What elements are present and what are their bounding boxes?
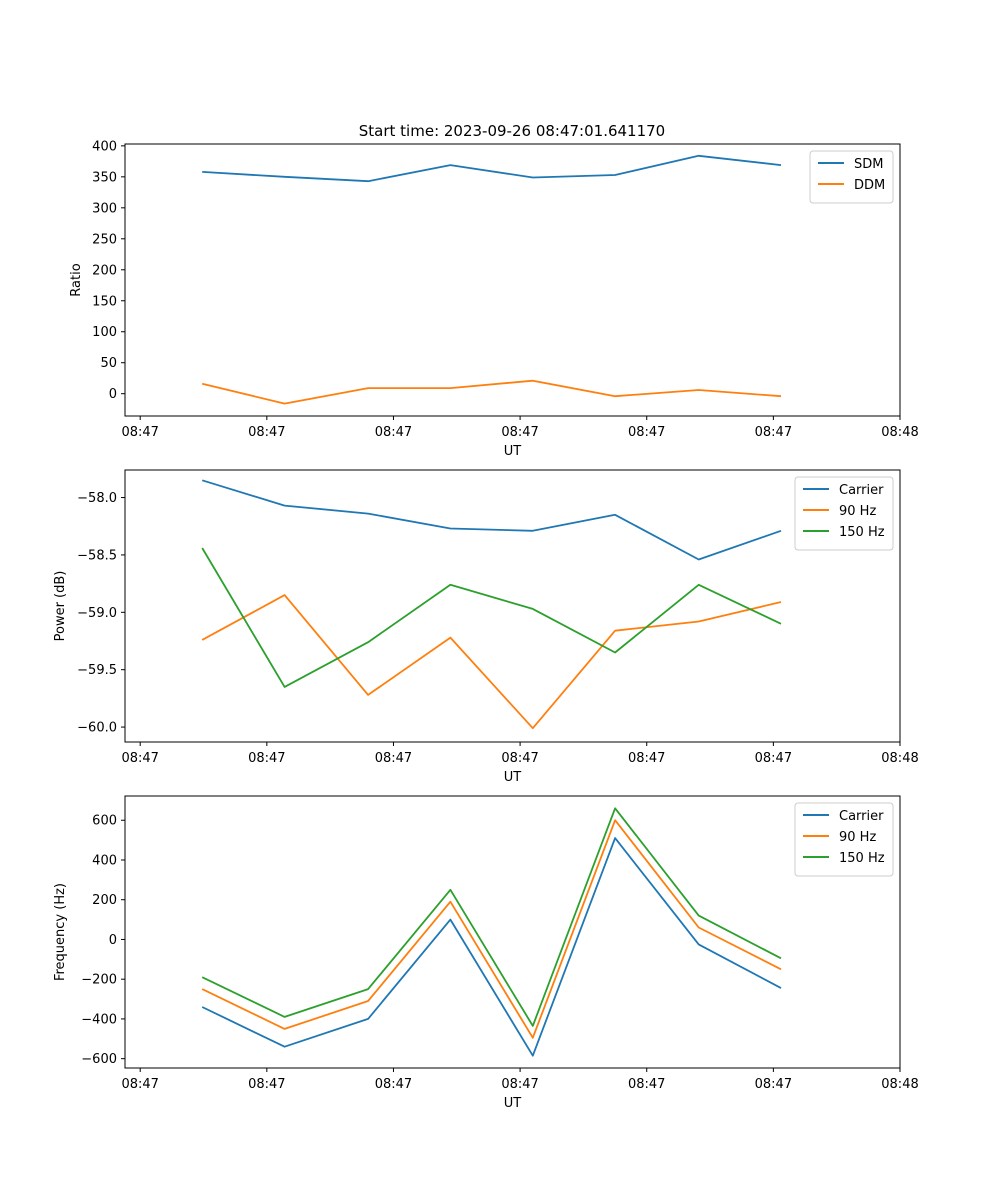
x-tick-label: 08:48 xyxy=(881,1077,918,1092)
legend: SDM DDM xyxy=(809,150,894,204)
y-tick-label: 600 xyxy=(92,814,117,829)
y-tick-label: 200 xyxy=(92,893,117,908)
subplot-3: 08:47 08:47 08:47 08:47 08:47 08:47 08:48 −600 −… xyxy=(53,795,919,1111)
y-tick-label: 150 xyxy=(92,294,117,309)
legend-label: Carrier xyxy=(839,809,884,824)
series-line-90-hz xyxy=(201,819,782,1039)
plots-container: 08:47 08:47 08:47 08:47 08:47 08:47 08:48 0 50 10… xyxy=(53,139,919,1111)
x-tick-label: 08:47 xyxy=(121,1077,158,1092)
legend-label: DDM xyxy=(854,178,885,193)
axes-frame xyxy=(124,795,901,1069)
x-tick-label: 08:47 xyxy=(248,751,285,766)
legend: Carrier 90 Hz 150 Hz xyxy=(794,802,894,877)
x-tick-label: 08:47 xyxy=(375,425,412,440)
x-axis-label: UT xyxy=(504,770,522,785)
x-tick-label: 08:47 xyxy=(755,751,792,766)
axes-frame xyxy=(124,469,901,743)
x-tick-label: 08:47 xyxy=(628,751,665,766)
y-axis-label: Frequency (Hz) xyxy=(53,883,68,981)
series-line-carrier xyxy=(201,479,782,561)
y-tick-label: 250 xyxy=(92,232,117,247)
y-tick-label: −400 xyxy=(81,1012,117,1027)
y-axis-label: Ratio xyxy=(69,263,84,296)
x-tick-label: 08:47 xyxy=(501,425,538,440)
legend: Carrier 90 Hz 150 Hz xyxy=(794,476,894,551)
y-tick-label: 0 xyxy=(109,387,117,402)
y-tick-label: 100 xyxy=(92,325,117,340)
x-tick-label: 08:47 xyxy=(755,425,792,440)
x-axis-label: UT xyxy=(504,1096,522,1111)
x-tick-label: 08:47 xyxy=(501,751,538,766)
y-tick-label: 400 xyxy=(92,853,117,868)
x-tick-label: 08:47 xyxy=(375,1077,412,1092)
x-tick-label: 08:47 xyxy=(375,751,412,766)
x-tick-label: 08:47 xyxy=(121,751,158,766)
x-tick-label: 08:47 xyxy=(248,425,285,440)
y-tick-label: −58.5 xyxy=(77,548,117,563)
y-tick-label: 400 xyxy=(92,139,117,154)
axes-frame xyxy=(124,143,901,417)
legend-label: 90 Hz xyxy=(839,830,876,845)
y-tick-label: −600 xyxy=(81,1052,117,1067)
legend-label: SDM xyxy=(854,157,883,172)
y-tick-label: 0 xyxy=(109,933,117,948)
x-tick-label: 08:48 xyxy=(881,425,918,440)
series-line-150-hz xyxy=(201,547,782,688)
x-tick-label: 08:47 xyxy=(248,1077,285,1092)
x-axis-label: UT xyxy=(504,444,522,459)
y-tick-label: 200 xyxy=(92,263,117,278)
x-tick-label: 08:47 xyxy=(628,1077,665,1092)
series-line-sdm xyxy=(202,154,782,183)
legend-label: 150 Hz xyxy=(839,525,885,540)
x-tick-label: 08:47 xyxy=(501,1077,538,1092)
series-line-ddm xyxy=(201,379,782,405)
series-line-carrier xyxy=(201,837,782,1057)
x-tick-label: 08:48 xyxy=(881,751,918,766)
figure-title: Start time: 2023-09-26 08:47:01.641170 xyxy=(359,122,665,140)
y-tick-label: 50 xyxy=(100,356,117,371)
y-tick-label: −59.5 xyxy=(77,663,117,678)
y-tick-label: −58.0 xyxy=(77,491,117,506)
subplot-2: 08:47 08:47 08:47 08:47 08:47 08:47 08:48 −60.0… xyxy=(53,469,919,785)
y-tick-label: 350 xyxy=(92,170,117,185)
legend-label: Carrier xyxy=(839,483,884,498)
subplot-1: 08:47 08:47 08:47 08:47 08:47 08:47 08:48 0 50 10… xyxy=(69,139,919,459)
y-tick-label: −200 xyxy=(81,973,117,988)
legend-label: 150 Hz xyxy=(839,851,885,866)
series-line-90-hz xyxy=(201,594,782,730)
y-axis-label: Power (dB) xyxy=(53,571,68,642)
x-tick-label: 08:47 xyxy=(628,425,665,440)
y-tick-label: −60.0 xyxy=(77,721,117,736)
x-tick-label: 08:47 xyxy=(121,425,158,440)
series-line-150-hz xyxy=(201,807,782,1027)
y-tick-label: −59.0 xyxy=(77,606,117,621)
x-tick-label: 08:47 xyxy=(755,1077,792,1092)
legend-label: 90 Hz xyxy=(839,504,876,519)
y-tick-label: 300 xyxy=(92,201,117,216)
